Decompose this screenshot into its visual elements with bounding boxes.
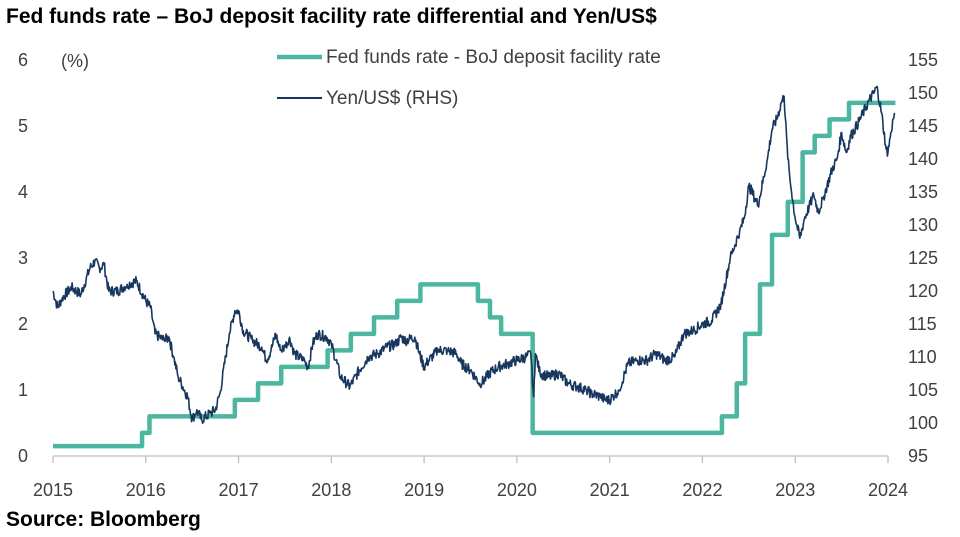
x-tick-label: 2020 [497, 480, 537, 500]
legend-item-spread: Fed funds rate - BoJ deposit facility ra… [277, 47, 661, 68]
x-tick-label: 2023 [775, 480, 815, 500]
series-layer [52, 85, 896, 449]
legend-label-yen: Yen/US$ (RHS) [326, 88, 458, 109]
chart-title: Fed funds rate – BoJ deposit facility ra… [6, 5, 657, 28]
right-tick-label: 120 [908, 281, 938, 301]
source-note: Source: Bloomberg [6, 508, 201, 531]
left-tick-label: 6 [18, 50, 28, 70]
x-tick-label: 2024 [868, 480, 908, 500]
right-tick-label: 155 [908, 50, 938, 70]
legend: Fed funds rate - BoJ deposit facility ra… [277, 47, 661, 109]
right-tick-label: 130 [908, 215, 938, 235]
right-tick-label: 125 [908, 248, 938, 268]
series-line-yen-usd [52, 85, 896, 425]
right-tick-label: 95 [908, 446, 928, 466]
legend-item-yen: Yen/US$ (RHS) [277, 88, 458, 109]
right-tick-label: 115 [908, 314, 937, 334]
right-tick-label: 105 [908, 380, 938, 400]
left-tick-label: 3 [18, 248, 28, 268]
right-tick-label: 110 [908, 347, 937, 367]
series-line-rate-differential [53, 100, 896, 449]
right-axis-ticks: 95 100 105 110 115 120 125 130 135 140 145 150 155 [908, 50, 938, 466]
x-tick-label: 2019 [404, 480, 444, 500]
x-tick-label: 2015 [33, 480, 73, 500]
right-tick-label: 100 [908, 413, 938, 433]
right-tick-label: 140 [908, 149, 938, 169]
left-tick-label: 2 [18, 314, 28, 334]
x-tick-label: 2016 [126, 480, 166, 500]
x-axis-ticks: 2015 2016 2017 2018 2019 2020 2021 2022 2023 2024 [33, 456, 908, 500]
right-tick-label: 145 [908, 116, 938, 136]
x-tick-label: 2018 [311, 480, 351, 500]
left-tick-label: 4 [18, 182, 28, 202]
left-axis-ticks: 0 1 2 3 4 5 6 [18, 50, 28, 466]
right-tick-label: 150 [908, 83, 938, 103]
x-tick-label: 2021 [590, 480, 630, 500]
left-axis-unit: (%) [61, 51, 89, 71]
left-tick-label: 0 [18, 446, 28, 466]
left-tick-label: 5 [18, 116, 28, 136]
left-tick-label: 1 [18, 380, 28, 400]
right-tick-label: 135 [908, 182, 938, 202]
x-tick-label: 2022 [682, 480, 722, 500]
legend-label-spread: Fed funds rate - BoJ deposit facility ra… [326, 47, 661, 68]
x-tick-label: 2017 [219, 480, 259, 500]
